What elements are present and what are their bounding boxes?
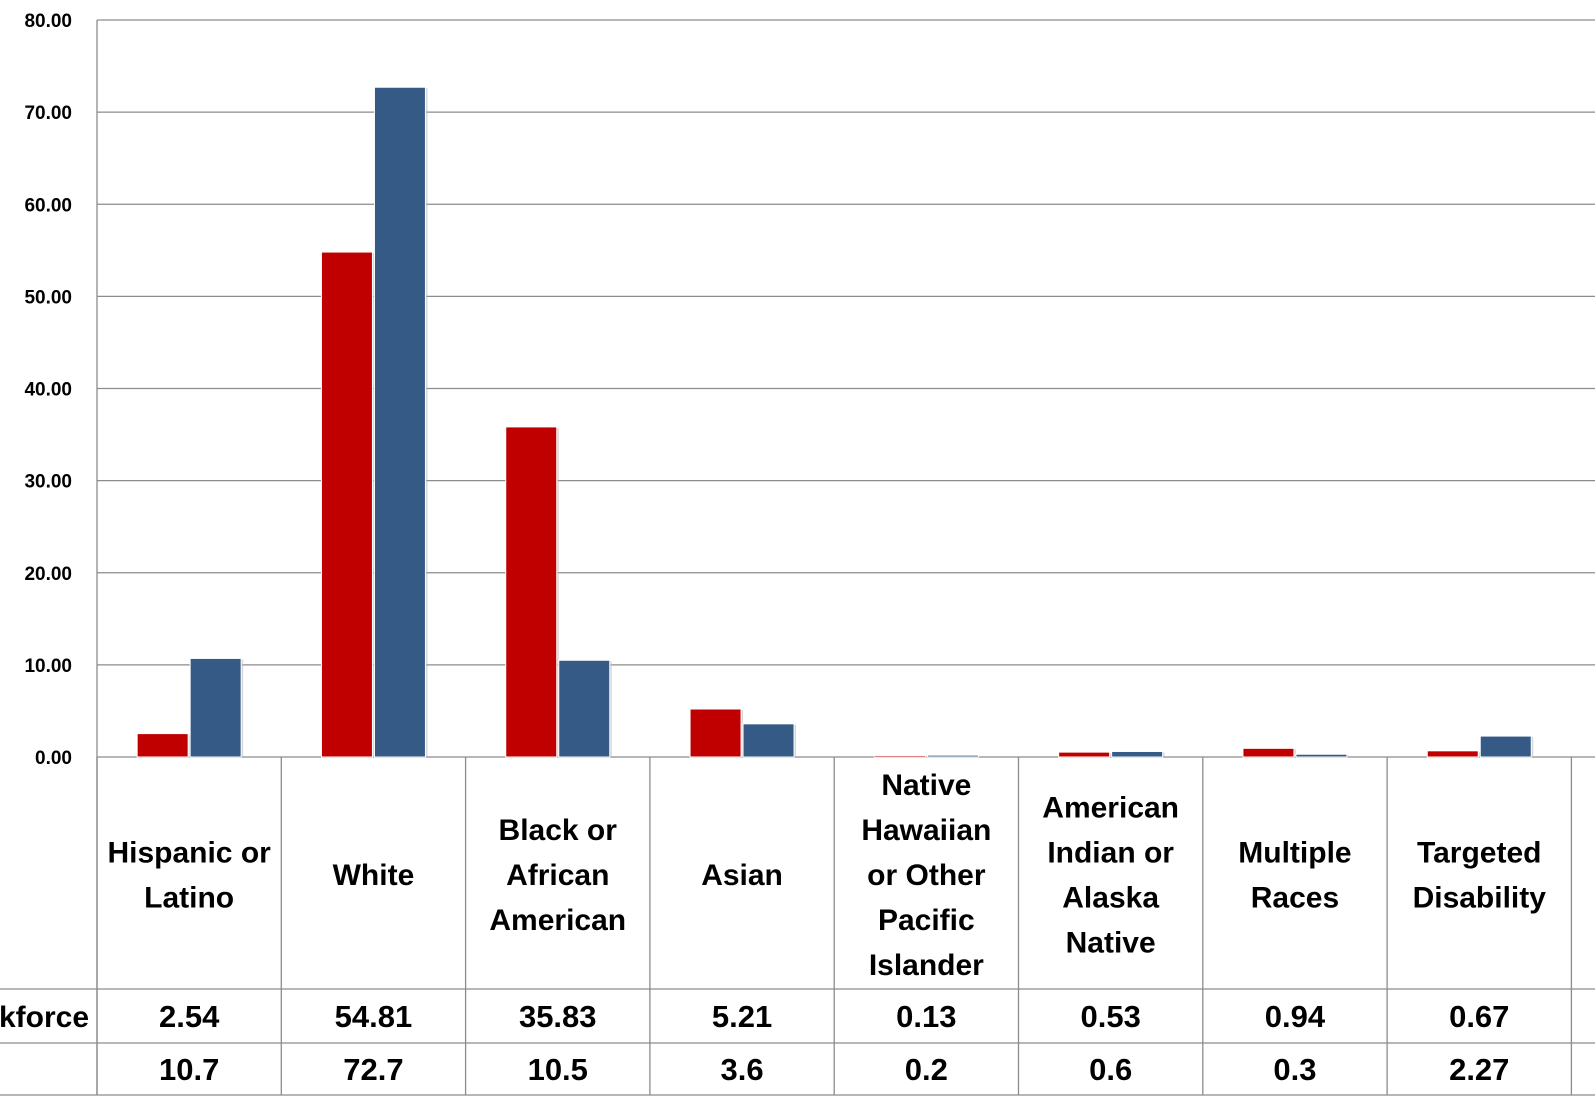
bar [1426,750,1479,758]
category-label-line: American [489,904,626,937]
y-tick-label: 0.00 [35,748,72,769]
category-label: American Indian or Alaska Native [1042,792,1179,960]
category-label-line: Latino [144,882,234,915]
category-label-line: Islander [869,949,984,982]
table-row-header: kforce [0,1001,89,1034]
y-tick-label: 20.00 [24,564,72,585]
y-tick-label: 40.00 [24,380,72,401]
bar [926,754,979,758]
category-label-line: or Other [867,859,986,892]
category-label-line: Disability [1413,882,1547,915]
data-table: Hispanic or Latino White Black or African Ame… [0,757,1595,1096]
category-label-line: Indian or [1047,837,1174,870]
table-cell: 0.3 [1273,1052,1316,1087]
table-cell: 0.2 [905,1052,948,1087]
table-cell: 10.5 [528,1052,588,1087]
category-label-line: American [1042,792,1179,825]
table-cell: 10.7 [159,1052,219,1087]
bars [136,86,1534,759]
bar [873,755,926,758]
bar [320,251,373,758]
category-label-line: Asian [701,859,783,892]
category-label-line: White [333,859,415,892]
category-label: Targeted Disability [1413,837,1547,915]
table-cell: 0.6 [1089,1052,1132,1087]
bar [689,708,742,758]
table-cell: 0.13 [896,999,956,1034]
y-tick-label: 50.00 [24,287,72,308]
category-label: Multiple Races [1238,837,1351,915]
table-cell: 54.81 [335,999,413,1034]
bar [1111,750,1164,758]
table-cell: 0.94 [1265,999,1326,1034]
table-cell: 72.7 [343,1052,403,1087]
table-cell: 5.21 [712,999,772,1034]
bar [1242,747,1295,758]
bar [373,86,426,758]
category-label-line: Races [1251,882,1339,915]
category-label-line: Black or [499,814,618,847]
table-cell: 3.6 [720,1052,763,1087]
table-cell: 0.67 [1449,999,1509,1034]
bar [505,426,558,758]
category-label-line: Alaska [1062,882,1159,915]
table-cell: 35.83 [519,999,597,1034]
category-label-line: Targeted [1417,837,1541,870]
category-label-line: Pacific [878,904,975,937]
category-label-line: Multiple [1238,837,1351,870]
y-tick-label: 70.00 [24,103,72,124]
category-label-line: Native [881,769,971,802]
table-cell: 2.27 [1449,1052,1509,1087]
category-label-line: Native [1066,927,1156,960]
y-tick-label: 30.00 [24,472,72,493]
category-label-line: Hispanic or [107,837,271,870]
bar [1479,735,1532,758]
bar [1058,751,1111,758]
bar [558,659,611,758]
table-cell: 0.53 [1080,999,1140,1034]
y-tick-label: 10.00 [24,656,72,677]
bar [742,723,795,758]
category-label-line: Hawaiian [861,814,991,847]
y-axis-ticks: 0.00 10.00 20.00 30.00 40.00 50.00 60.00 70.00 8… [24,11,72,769]
table-cell: 2.54 [159,999,220,1034]
bar [189,657,242,758]
bar [136,733,189,758]
y-tick-label: 80.00 [24,11,72,32]
category-label-line: African [506,859,609,892]
category-label: Black or African American [489,814,626,937]
category-label: Hispanic or Latino [107,837,271,915]
y-tick-label: 60.00 [24,195,72,216]
bar [1295,753,1348,758]
category-label: Asian [701,859,783,892]
category-label: Native Hawaiian or Other Pacific Islander [861,769,991,982]
category-label: White [333,859,415,892]
